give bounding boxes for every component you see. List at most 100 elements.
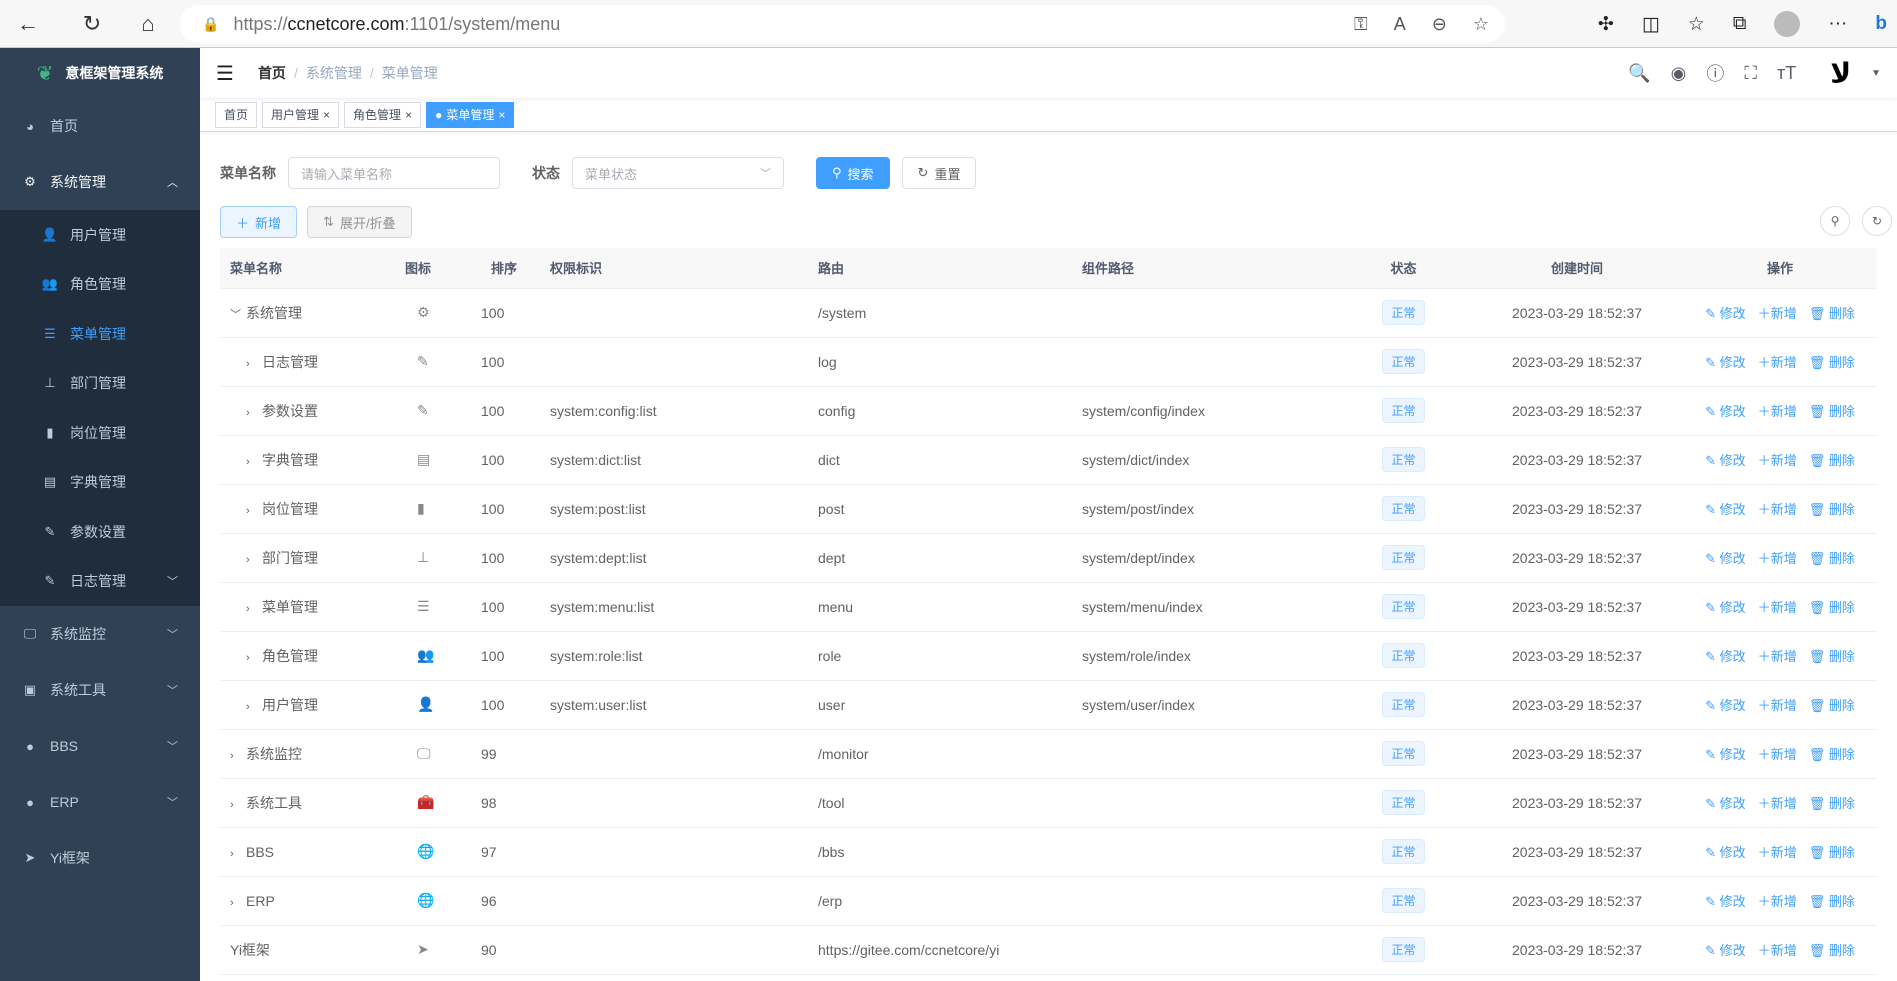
menu-name-input[interactable]: 请输入菜单名称 xyxy=(288,157,500,189)
edit-button[interactable]: ✎ 修改 xyxy=(1705,453,1746,468)
chevron-right-icon[interactable]: › xyxy=(246,357,250,370)
edit-button[interactable]: ✎ 修改 xyxy=(1705,698,1746,713)
user-avatar[interactable]: ﻻ xyxy=(1830,57,1852,89)
delete-button[interactable]: 🗑 删除 xyxy=(1809,649,1855,664)
collections-icon[interactable]: ⧉ xyxy=(1732,13,1747,34)
github-icon[interactable]: ◉ xyxy=(1670,62,1687,83)
more-icon[interactable]: ··· xyxy=(1828,13,1848,34)
refresh-icon[interactable]: ↻ xyxy=(82,10,102,36)
add-child-button[interactable]: ＋新增 xyxy=(1758,306,1797,321)
chevron-down-icon[interactable]: ﹀ xyxy=(230,308,241,321)
sidebar-item-config[interactable]: ✎ 参数设置 xyxy=(0,507,200,557)
fullscreen-icon[interactable]: ⛶ xyxy=(1744,62,1757,83)
address-bar[interactable]: 🔒 https://ccnetcore.com:1101/system/menu… xyxy=(180,5,1505,43)
bing-icon[interactable]: b xyxy=(1875,13,1887,34)
delete-button[interactable]: 🗑 删除 xyxy=(1809,698,1855,713)
chevron-right-icon[interactable]: › xyxy=(246,553,250,566)
sidebar-item-user[interactable]: 👤 用户管理 xyxy=(0,210,200,260)
logo[interactable]: ❦ 意框架管理系统 xyxy=(0,48,200,98)
delete-button[interactable]: 🗑 删除 xyxy=(1809,306,1855,321)
sidebar-item-tool[interactable]: ▣ 系统工具 ﹀ xyxy=(0,662,200,718)
zoom-out-icon[interactable]: ⊖ xyxy=(1431,13,1447,34)
tag-user[interactable]: 用户管理 × xyxy=(262,101,340,128)
close-icon[interactable]: × xyxy=(405,107,413,122)
edit-button[interactable]: ✎ 修改 xyxy=(1705,306,1746,321)
chevron-right-icon[interactable]: › xyxy=(230,896,234,909)
chevron-right-icon[interactable]: › xyxy=(230,749,234,762)
edit-button[interactable]: ✎ 修改 xyxy=(1705,600,1746,615)
help-icon[interactable]: ⓘ xyxy=(1706,64,1725,84)
back-icon[interactable]: ← xyxy=(17,10,39,36)
extensions-icon[interactable]: ✣ xyxy=(1597,13,1614,35)
sidebar-item-home[interactable]: ◕ 首页 xyxy=(0,98,200,154)
chevron-right-icon[interactable]: › xyxy=(246,406,250,419)
chevron-right-icon[interactable]: › xyxy=(246,455,250,468)
delete-button[interactable]: 🗑 删除 xyxy=(1809,355,1855,370)
add-child-button[interactable]: ＋新增 xyxy=(1758,698,1797,713)
add-child-button[interactable]: ＋新增 xyxy=(1758,502,1797,517)
expand-collapse-button[interactable]: ⇅ 展开/折叠 xyxy=(307,206,412,238)
split-screen-icon[interactable]: ◫ xyxy=(1641,13,1660,35)
sidebar-item-monitor[interactable]: 🖵 系统监控 ﹀ xyxy=(0,606,200,662)
sidebar-item-yi[interactable]: ➤ Yi框架 xyxy=(0,830,200,886)
add-child-button[interactable]: ＋新增 xyxy=(1758,894,1797,909)
edit-button[interactable]: ✎ 修改 xyxy=(1705,502,1746,517)
reset-button[interactable]: ↻ 重置 xyxy=(901,157,977,189)
delete-button[interactable]: 🗑 删除 xyxy=(1809,600,1855,615)
sidebar-item-post[interactable]: ▮ 岗位管理 xyxy=(0,408,200,458)
sidebar-item-role[interactable]: 👥 角色管理 xyxy=(0,260,200,310)
font-size-icon[interactable]: ᴛT xyxy=(1776,62,1797,83)
chevron-right-icon[interactable]: › xyxy=(246,602,250,615)
edit-button[interactable]: ✎ 修改 xyxy=(1705,404,1746,419)
sidebar-item-bbs[interactable]: ● BBS ﹀ xyxy=(0,718,200,774)
add-child-button[interactable]: ＋新增 xyxy=(1758,551,1797,566)
tag-menu[interactable]: ● 菜单管理 × xyxy=(426,101,515,128)
add-child-button[interactable]: ＋新增 xyxy=(1758,404,1797,419)
chevron-right-icon[interactable]: › xyxy=(246,700,250,713)
home-icon[interactable]: ⌂ xyxy=(141,10,155,36)
delete-button[interactable]: 🗑 删除 xyxy=(1809,404,1855,419)
tag-home[interactable]: 首页 xyxy=(215,101,258,128)
add-button[interactable]: ＋ 新增 xyxy=(220,206,298,238)
add-child-button[interactable]: ＋新增 xyxy=(1758,649,1797,664)
chevron-right-icon[interactable]: › xyxy=(230,847,234,860)
refresh-table-button[interactable]: ↻ xyxy=(1862,206,1892,236)
edit-button[interactable]: ✎ 修改 xyxy=(1705,649,1746,664)
profile-avatar[interactable] xyxy=(1774,11,1801,37)
add-child-button[interactable]: ＋新增 xyxy=(1758,453,1797,468)
tag-role[interactable]: 角色管理 × xyxy=(344,101,422,128)
close-icon[interactable]: × xyxy=(498,107,506,122)
sidebar-item-log[interactable]: ✎ 日志管理 ﹀ xyxy=(0,557,200,607)
edit-button[interactable]: ✎ 修改 xyxy=(1705,747,1746,762)
search-icon[interactable]: 🔍 xyxy=(1628,62,1651,83)
delete-button[interactable]: 🗑 删除 xyxy=(1809,894,1855,909)
read-aloud-icon[interactable]: A xyxy=(1393,13,1406,34)
edit-button[interactable]: ✎ 修改 xyxy=(1705,355,1746,370)
chevron-right-icon[interactable]: › xyxy=(246,651,250,664)
sidebar-item-system[interactable]: ⚙ 系统管理 ︿ xyxy=(0,154,200,210)
chevron-right-icon[interactable]: › xyxy=(246,504,250,517)
add-child-button[interactable]: ＋新增 xyxy=(1758,943,1797,958)
add-child-button[interactable]: ＋新增 xyxy=(1758,600,1797,615)
status-select[interactable]: 菜单状态 ﹀ xyxy=(572,157,784,189)
edit-button[interactable]: ✎ 修改 xyxy=(1705,943,1746,958)
key-icon[interactable]: ⚿ xyxy=(1354,13,1368,34)
delete-button[interactable]: 🗑 删除 xyxy=(1809,551,1855,566)
sidebar-item-dept[interactable]: ⊥ 部门管理 xyxy=(0,359,200,409)
edit-button[interactable]: ✎ 修改 xyxy=(1705,551,1746,566)
hamburger-icon[interactable]: ☰ xyxy=(216,62,234,85)
breadcrumb-item[interactable]: 首页 xyxy=(257,65,286,81)
delete-button[interactable]: 🗑 删除 xyxy=(1809,796,1855,811)
favorite-add-icon[interactable]: ☆ xyxy=(1472,13,1489,34)
favorites-icon[interactable]: ☆ xyxy=(1687,13,1705,35)
sidebar-item-erp[interactable]: ● ERP ﹀ xyxy=(0,774,200,830)
sidebar-item-menu[interactable]: ☰ 菜单管理 xyxy=(0,309,200,359)
delete-button[interactable]: 🗑 删除 xyxy=(1809,453,1855,468)
add-child-button[interactable]: ＋新增 xyxy=(1758,355,1797,370)
close-icon[interactable]: × xyxy=(323,107,331,122)
delete-button[interactable]: 🗑 删除 xyxy=(1809,747,1855,762)
edit-button[interactable]: ✎ 修改 xyxy=(1705,845,1746,860)
delete-button[interactable]: 🗑 删除 xyxy=(1809,943,1855,958)
caret-down-icon[interactable]: ▼ xyxy=(1871,67,1881,79)
delete-button[interactable]: 🗑 删除 xyxy=(1809,845,1855,860)
